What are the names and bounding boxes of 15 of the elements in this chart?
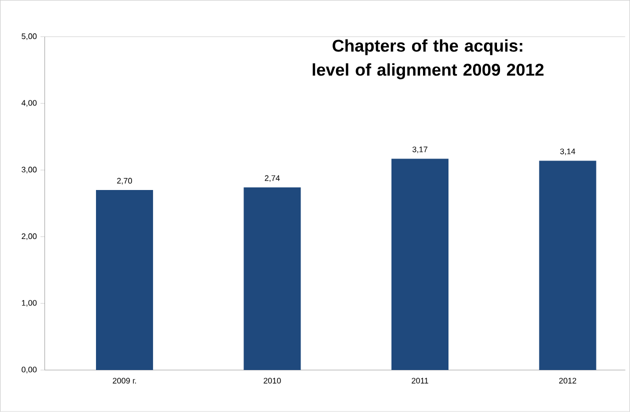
y-tick-label: 1,00 — [22, 300, 37, 307]
data-label: 3,14 — [560, 148, 576, 156]
x-tick-label: 2012 — [559, 378, 576, 384]
text: Chapters of the acquis: level of alignment 2009 2012 — [312, 39, 544, 80]
y-tick-label: 2,00 — [22, 234, 37, 240]
data-label: 2,70 — [117, 178, 132, 185]
data-label: 2,74 — [264, 175, 280, 182]
y-tick-label: 3,00 — [22, 166, 37, 174]
y-tick-label: 4,00 — [22, 100, 37, 107]
x-tick-label: 2010 — [264, 378, 281, 384]
y-tick-label: 0,00 — [22, 366, 37, 374]
data-label: 3,17 — [412, 146, 428, 154]
y-tick-label: 5,00 — [22, 34, 37, 40]
x-tick-label: 2011 — [412, 378, 428, 384]
x-tick-label: 2009 г. — [112, 378, 136, 384]
